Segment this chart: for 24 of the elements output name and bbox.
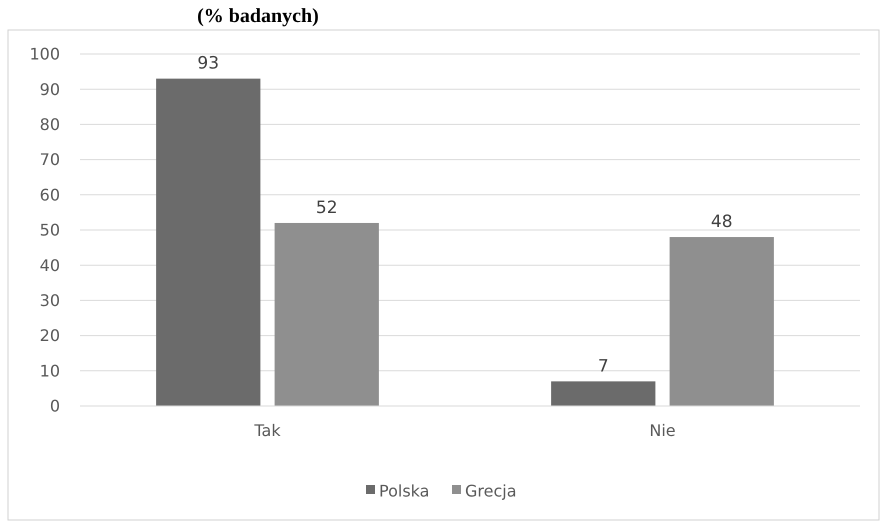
y-tick-label: 60: [40, 185, 60, 204]
data-label: 48: [710, 212, 733, 232]
legend-label: Grecja: [465, 482, 517, 501]
chart-title: (% badanych): [197, 5, 319, 27]
x-tick-label: Nie: [649, 421, 676, 440]
y-tick-label: 40: [40, 256, 60, 275]
y-tick-label: 30: [40, 291, 60, 310]
y-tick-label: 100: [29, 44, 60, 64]
data-label: 7: [598, 356, 609, 376]
legend-label: Polska: [379, 482, 430, 501]
bar: [551, 381, 656, 406]
y-tick-label: 0: [50, 396, 60, 416]
bar: [156, 78, 260, 406]
bar: [274, 222, 379, 406]
y-tick-label: 90: [40, 80, 60, 99]
bar: [670, 237, 774, 406]
y-tick-label: 20: [40, 326, 60, 346]
data-label: 52: [316, 198, 338, 218]
x-tick-label: Tak: [253, 421, 282, 440]
y-tick-label: 10: [40, 361, 60, 380]
data-label: 93: [197, 54, 220, 74]
y-tick-label: 80: [40, 115, 60, 134]
y-tick-label: 50: [40, 220, 60, 240]
y-tick-label: 70: [40, 150, 60, 170]
